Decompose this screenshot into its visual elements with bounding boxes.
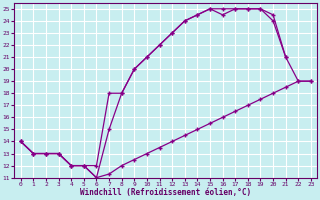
X-axis label: Windchill (Refroidissement éolien,°C): Windchill (Refroidissement éolien,°C) [80,188,252,197]
